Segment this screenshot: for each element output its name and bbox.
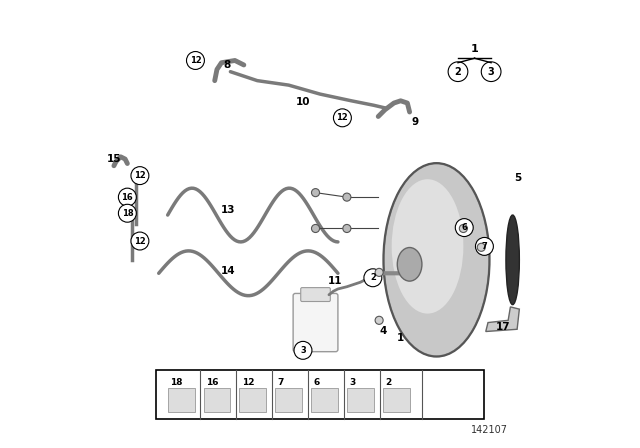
Text: 15: 15 bbox=[107, 154, 121, 164]
Text: 2: 2 bbox=[385, 378, 391, 387]
Circle shape bbox=[455, 219, 473, 237]
Polygon shape bbox=[486, 307, 520, 332]
Text: 2: 2 bbox=[370, 273, 376, 282]
Text: 17: 17 bbox=[495, 322, 510, 332]
Ellipse shape bbox=[477, 243, 485, 251]
Text: 142107: 142107 bbox=[471, 426, 508, 435]
Text: 3: 3 bbox=[488, 67, 495, 77]
Circle shape bbox=[118, 204, 136, 222]
Ellipse shape bbox=[506, 215, 520, 305]
Ellipse shape bbox=[343, 193, 351, 201]
Ellipse shape bbox=[343, 224, 351, 233]
Text: 6: 6 bbox=[461, 223, 467, 232]
Circle shape bbox=[294, 341, 312, 359]
Bar bbox=[383, 388, 410, 412]
Text: 16: 16 bbox=[206, 378, 218, 387]
Text: 12: 12 bbox=[242, 378, 254, 387]
Bar bbox=[204, 388, 230, 412]
Text: 12: 12 bbox=[134, 237, 146, 246]
Text: 1: 1 bbox=[397, 333, 404, 343]
Bar bbox=[239, 388, 266, 412]
Text: 11: 11 bbox=[328, 276, 342, 286]
Text: 8: 8 bbox=[223, 60, 230, 70]
Text: 18: 18 bbox=[122, 209, 133, 218]
Text: 4: 4 bbox=[379, 326, 387, 336]
Bar bbox=[157, 370, 484, 419]
Ellipse shape bbox=[312, 189, 319, 197]
Bar bbox=[168, 388, 195, 412]
FancyBboxPatch shape bbox=[293, 293, 338, 352]
Circle shape bbox=[186, 52, 204, 69]
Text: 5: 5 bbox=[515, 173, 522, 183]
Circle shape bbox=[333, 109, 351, 127]
Text: 1: 1 bbox=[470, 44, 479, 54]
Circle shape bbox=[481, 62, 501, 82]
Text: 3: 3 bbox=[300, 346, 306, 355]
Ellipse shape bbox=[312, 224, 319, 233]
Ellipse shape bbox=[375, 268, 383, 276]
Circle shape bbox=[448, 62, 468, 82]
Circle shape bbox=[118, 188, 136, 206]
Text: 10: 10 bbox=[296, 97, 310, 107]
Circle shape bbox=[476, 237, 493, 255]
Text: 12: 12 bbox=[189, 56, 202, 65]
Ellipse shape bbox=[375, 316, 383, 324]
FancyBboxPatch shape bbox=[301, 288, 330, 302]
Ellipse shape bbox=[384, 164, 489, 356]
Bar bbox=[275, 388, 302, 412]
Bar bbox=[311, 388, 338, 412]
Ellipse shape bbox=[392, 179, 463, 314]
Circle shape bbox=[131, 167, 149, 185]
Circle shape bbox=[131, 232, 149, 250]
Text: 9: 9 bbox=[412, 117, 419, 127]
Text: 18: 18 bbox=[170, 378, 182, 387]
Circle shape bbox=[364, 269, 382, 287]
Bar bbox=[347, 388, 374, 412]
Text: 7: 7 bbox=[278, 378, 284, 387]
Text: 14: 14 bbox=[220, 266, 235, 276]
Text: 7: 7 bbox=[481, 242, 487, 251]
Text: 2: 2 bbox=[454, 67, 461, 77]
Text: 3: 3 bbox=[349, 378, 355, 387]
Ellipse shape bbox=[460, 224, 467, 233]
Text: 6: 6 bbox=[314, 378, 319, 387]
Text: 12: 12 bbox=[337, 113, 348, 122]
Text: 13: 13 bbox=[221, 205, 236, 215]
Text: 16: 16 bbox=[122, 193, 133, 202]
Ellipse shape bbox=[397, 247, 422, 281]
Text: 12: 12 bbox=[134, 171, 146, 180]
